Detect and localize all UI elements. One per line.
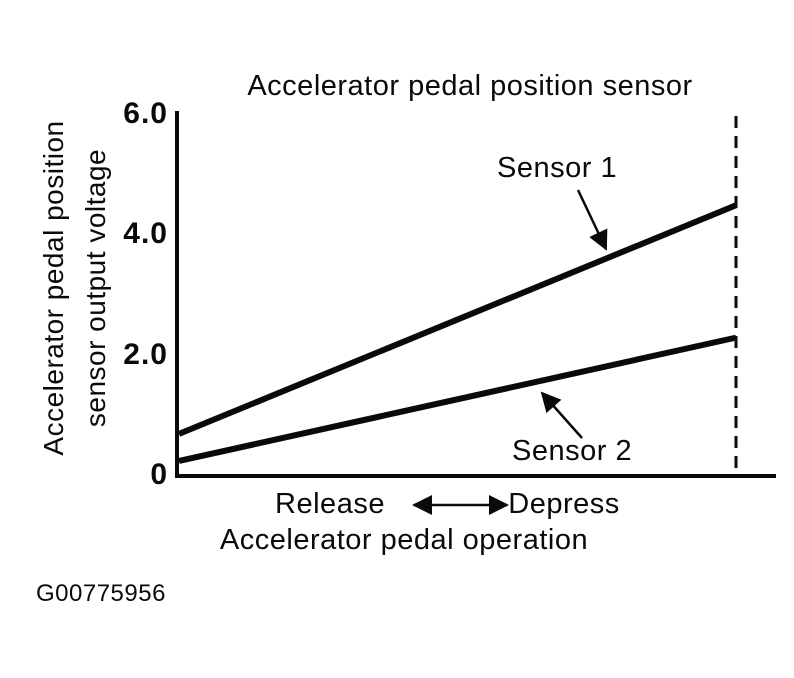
x-axis-label: Accelerator pedal operation (219, 524, 589, 556)
sensor1-callout-arrow (576, 189, 608, 251)
sensor1-data-line (177, 202, 738, 437)
sensor1-label: Sensor 1 (497, 152, 618, 184)
figure-id-text: G00775956 (36, 580, 166, 607)
series-lines (177, 202, 738, 464)
sensor2-label: Sensor 2 (512, 435, 633, 467)
sensor2-data-line (178, 334, 737, 464)
y-tick-label-0: 0 (150, 458, 168, 491)
x-direction-release-label: Release (275, 488, 385, 520)
y-tick-label-2.0: 2.0 (123, 337, 168, 371)
chart-title: Accelerator pedal position sensor (247, 70, 693, 102)
x-direction-depress-label: Depress (508, 488, 620, 520)
y-tick-label-6.0: 6.0 (123, 97, 168, 130)
y-tick-label-4.0: 4.0 (123, 217, 168, 251)
sensor2-callout-arrow (540, 391, 583, 439)
